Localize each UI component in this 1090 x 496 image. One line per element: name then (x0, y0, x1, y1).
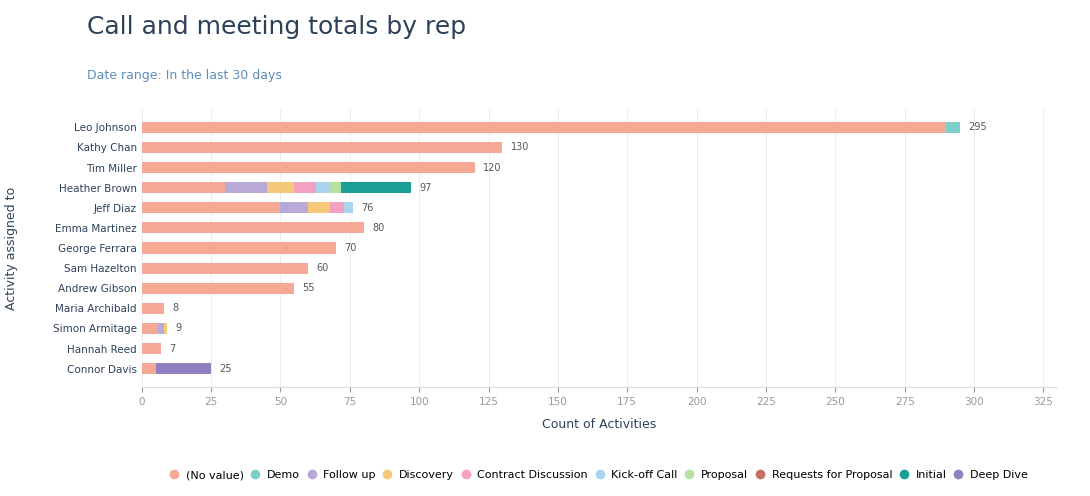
Bar (344, 202, 352, 213)
Text: Date range: In the last 30 days: Date range: In the last 30 days (87, 69, 282, 82)
Text: 120: 120 (483, 163, 501, 173)
Bar (142, 343, 161, 354)
Bar (142, 323, 158, 334)
Text: 7: 7 (169, 344, 175, 354)
Bar (294, 182, 316, 193)
Bar (142, 162, 474, 173)
Bar (142, 142, 502, 153)
Bar (946, 122, 960, 133)
Bar (142, 222, 364, 234)
Bar (142, 243, 336, 253)
Bar (142, 283, 294, 294)
Bar (330, 202, 344, 213)
Bar (142, 182, 225, 193)
Bar (341, 182, 411, 193)
Bar (225, 182, 267, 193)
Text: 76: 76 (361, 203, 373, 213)
Bar (158, 323, 164, 334)
X-axis label: Count of Activities: Count of Activities (543, 418, 656, 431)
Bar (142, 363, 156, 374)
Bar (330, 182, 341, 193)
Text: 80: 80 (372, 223, 385, 233)
Bar (142, 202, 280, 213)
Text: 9: 9 (175, 323, 181, 333)
Bar (142, 122, 946, 133)
Text: 97: 97 (420, 183, 432, 192)
Bar (280, 202, 308, 213)
Text: 8: 8 (172, 304, 179, 313)
Text: 130: 130 (511, 142, 529, 152)
Text: 60: 60 (316, 263, 329, 273)
Bar (316, 182, 330, 193)
Legend: (No value), Demo, Follow up, Discovery, Contract Discussion, Kick-off Call, Prop: (No value), Demo, Follow up, Discovery, … (171, 470, 1028, 480)
Bar (267, 182, 294, 193)
Text: 295: 295 (969, 123, 988, 132)
Text: 25: 25 (219, 364, 232, 373)
Bar (156, 363, 211, 374)
Text: Call and meeting totals by rep: Call and meeting totals by rep (87, 15, 467, 39)
Bar (142, 262, 308, 274)
Bar (164, 323, 167, 334)
Text: 70: 70 (344, 243, 356, 253)
Y-axis label: Activity assigned to: Activity assigned to (5, 186, 19, 310)
Text: 55: 55 (303, 283, 315, 293)
Bar (308, 202, 330, 213)
Bar (142, 303, 164, 314)
